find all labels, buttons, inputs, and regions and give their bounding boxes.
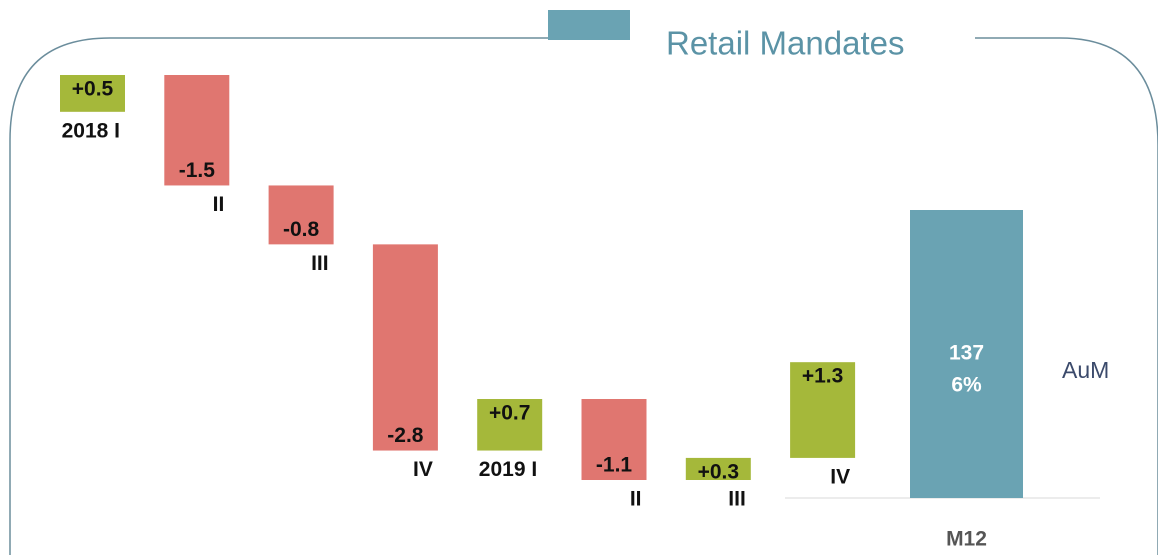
value-label: -1.5 bbox=[179, 159, 216, 182]
category-label: 2018 I bbox=[62, 119, 120, 142]
bar bbox=[60, 75, 125, 112]
bar bbox=[268, 185, 334, 245]
bar bbox=[477, 399, 543, 451]
bar bbox=[685, 457, 751, 480]
category-label: IV bbox=[413, 458, 433, 481]
bar bbox=[164, 75, 230, 186]
total-category: M12 bbox=[946, 528, 987, 551]
total-name: AuM bbox=[1062, 357, 1109, 383]
value-label: +1.3 bbox=[802, 365, 843, 388]
total-value: 137 bbox=[949, 342, 984, 365]
value-label: +0.3 bbox=[698, 460, 739, 483]
category-label: 2019 I bbox=[479, 458, 537, 481]
value-label: +0.7 bbox=[489, 402, 530, 425]
category-label: II bbox=[213, 193, 225, 216]
value-label: -0.8 bbox=[283, 218, 320, 241]
bar bbox=[372, 244, 438, 451]
bar bbox=[790, 362, 856, 458]
category-label: III bbox=[311, 252, 329, 275]
chart-title: Retail Mandates bbox=[666, 25, 904, 62]
legend-swatch bbox=[548, 10, 630, 40]
category-label: IV bbox=[830, 465, 850, 488]
bar bbox=[581, 399, 647, 480]
value-label: +0.5 bbox=[72, 78, 114, 101]
total-growth: 6% bbox=[951, 374, 982, 397]
category-label: III bbox=[728, 488, 746, 511]
value-label: -2.8 bbox=[387, 424, 424, 447]
category-label: II bbox=[630, 488, 642, 511]
total-bar bbox=[910, 210, 1023, 498]
value-label: -1.1 bbox=[596, 454, 633, 477]
